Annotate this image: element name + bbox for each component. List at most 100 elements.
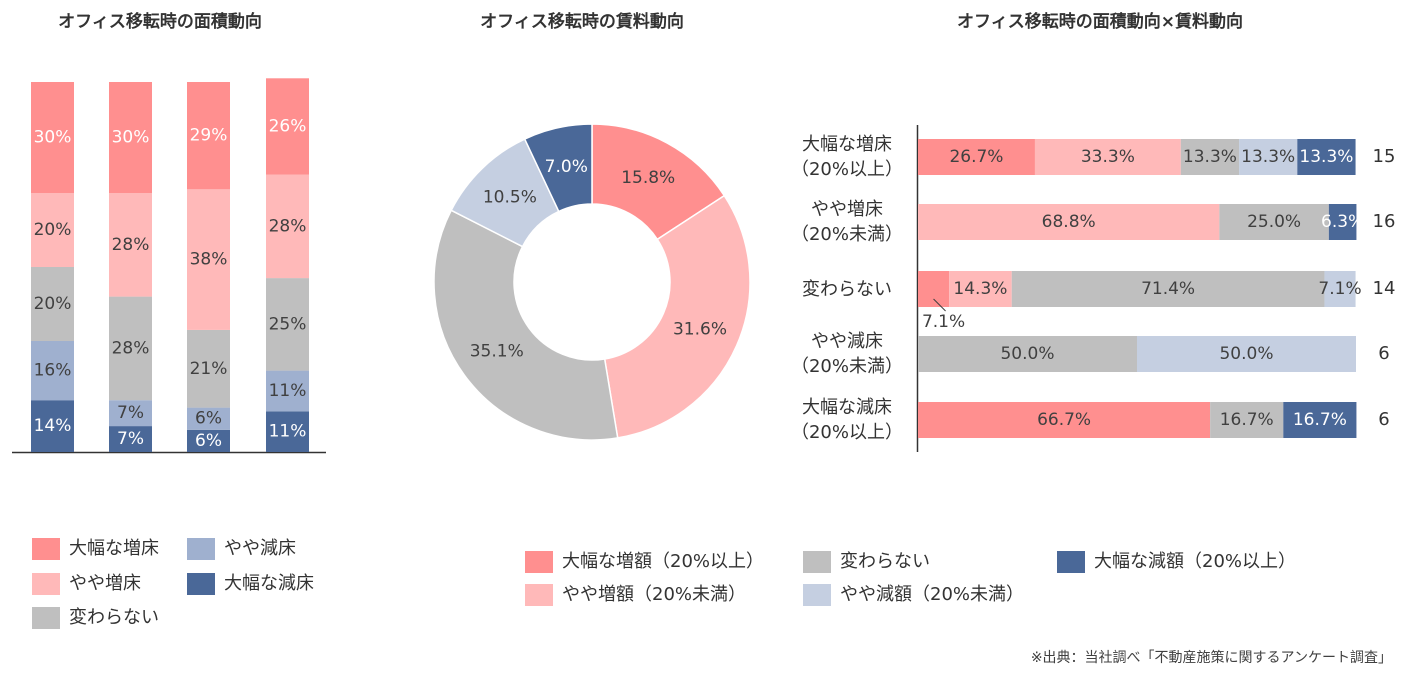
legend-label: 大幅な減床 — [224, 573, 314, 594]
value-label: 6.3% — [1321, 212, 1364, 232]
value-label: 71.4% — [1141, 279, 1195, 299]
bar-segment — [918, 271, 950, 307]
bar-segment — [109, 400, 152, 427]
bar-segment — [109, 296, 152, 401]
bar-segment — [1283, 402, 1357, 438]
value-label: 11% — [269, 381, 307, 401]
count-label: 6 — [1378, 343, 1389, 364]
legend-label: 変わらない — [69, 607, 159, 628]
legend-label: 変わらない — [840, 551, 930, 572]
value-label: 33.3% — [1081, 147, 1135, 167]
bar-segment — [1011, 271, 1325, 307]
legend-swatch — [187, 573, 215, 595]
value-label: 26% — [269, 116, 307, 136]
donut-slice — [523, 123, 593, 213]
bar-segment — [1034, 139, 1181, 175]
bar-segment — [1180, 139, 1240, 175]
value-label: 26.7% — [949, 147, 1003, 167]
bar-segment — [266, 78, 309, 175]
value-label: 6% — [195, 409, 222, 429]
bar-segment — [918, 204, 1220, 240]
bar-segment — [31, 267, 74, 341]
legend-swatch — [32, 538, 60, 560]
value-label: 20% — [34, 294, 72, 314]
leader-line — [933, 298, 946, 312]
value-label: 13.3% — [1241, 147, 1295, 167]
bar-segment — [918, 402, 1211, 438]
value-label: 66.7% — [1037, 410, 1091, 430]
bar-segment — [1239, 139, 1298, 175]
bar-segment — [1297, 139, 1356, 175]
bar-segment — [109, 82, 152, 193]
bar-segment — [266, 370, 309, 412]
bar-segment — [949, 271, 1012, 307]
bar-segment — [187, 82, 230, 190]
legend-swatch — [525, 551, 553, 573]
value-label: 25.0% — [1247, 212, 1301, 232]
bar-segment — [187, 329, 230, 408]
bar-segment — [1137, 336, 1356, 372]
value-label: 50.0% — [1000, 344, 1054, 364]
value-label: 15.8% — [621, 168, 675, 188]
count-label: 15 — [1373, 146, 1396, 167]
value-label: 31.6% — [673, 320, 727, 340]
bar-segment — [31, 341, 74, 401]
value-label: 11% — [269, 422, 307, 442]
category-label: 大幅な減床 （20%以上） — [790, 397, 903, 443]
value-label: 28% — [269, 216, 307, 236]
value-label: 10.5% — [483, 187, 537, 207]
chart-title: オフィス移転時の面積動向 — [58, 11, 262, 32]
bar-segment — [266, 278, 309, 371]
category-label: 大幅な増床 （20%以上） — [790, 134, 903, 180]
bar-segment — [187, 429, 230, 452]
bar-segment — [1219, 204, 1329, 240]
bar-segment — [109, 193, 152, 297]
legend-label: 大幅な減額（20%以上） — [1094, 551, 1296, 572]
legend-swatch — [32, 607, 60, 629]
value-label: 29% — [190, 126, 228, 146]
bar-segment — [187, 407, 230, 430]
donut-slice — [433, 209, 619, 441]
value-label: 6% — [195, 431, 222, 451]
legend-swatch — [187, 538, 215, 560]
legend-label: 大幅な増額（20%以上） — [562, 551, 764, 572]
count-label: 16 — [1373, 211, 1396, 232]
value-label: 16.7% — [1293, 410, 1347, 430]
legend-label: やや減額（20%未満） — [840, 584, 1024, 605]
value-label: 28% — [112, 235, 150, 255]
value-label: 7% — [117, 403, 144, 423]
legend-swatch — [1057, 551, 1085, 573]
value-label: 68.8% — [1042, 212, 1096, 232]
value-label: 35.1% — [470, 342, 524, 362]
category-label: やや増床 （20%未満） — [790, 199, 903, 245]
category-label: やや減床 （20%未満） — [790, 331, 903, 377]
legend-swatch — [32, 573, 60, 595]
value-label: 7.1% — [922, 312, 965, 332]
value-label: 20% — [34, 220, 72, 240]
value-label: 25% — [269, 314, 307, 334]
legend-label: 大幅な増床 — [69, 538, 159, 559]
bar-segment — [109, 426, 152, 452]
donut-slice — [603, 194, 751, 439]
value-label: 16.7% — [1220, 410, 1274, 430]
value-label: 14.3% — [953, 279, 1007, 299]
value-label: 7.0% — [545, 157, 588, 177]
bar-segment — [1210, 402, 1284, 438]
bar-segment — [266, 411, 309, 452]
value-label: 21% — [190, 359, 228, 379]
chart-title: オフィス移転時の面積動向×賃料動向 — [957, 11, 1243, 32]
legend-swatch — [803, 584, 831, 606]
value-label: 7% — [117, 429, 144, 449]
value-label: 13.3% — [1299, 147, 1353, 167]
bar-segment — [187, 189, 230, 330]
value-label: 7.1% — [1318, 279, 1361, 299]
bar-segment — [918, 139, 1035, 175]
count-label: 14 — [1373, 278, 1396, 299]
category-label: 変わらない — [802, 278, 892, 300]
value-label: 30% — [112, 128, 150, 148]
legend-label: やや増床 — [69, 573, 141, 594]
value-label: 50.0% — [1219, 344, 1273, 364]
chart-title: オフィス移転時の賃料動向 — [480, 11, 684, 32]
